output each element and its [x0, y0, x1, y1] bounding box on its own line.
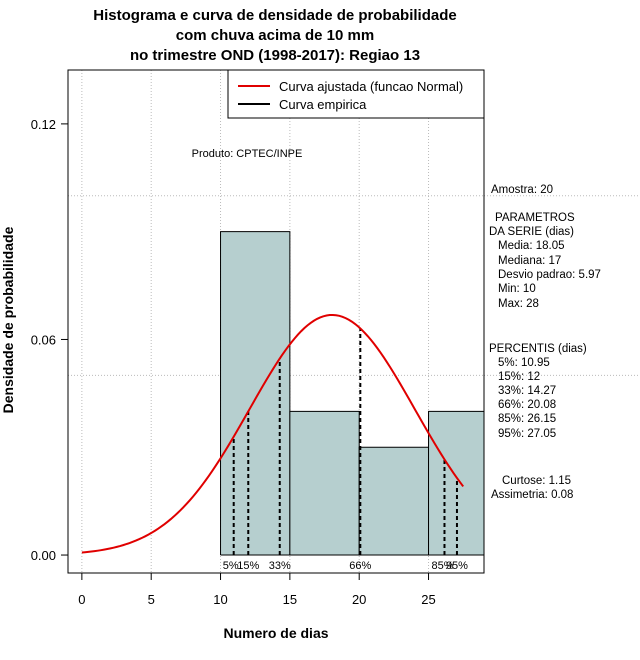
- axes: 0 5 10 15 20 25 0.00 0.06 0.12: [31, 69, 485, 607]
- percentile-66: 66%: 20.08: [498, 399, 556, 411]
- x-tick-label: 20: [352, 592, 366, 607]
- legend-label-empirical: Curva empirica: [279, 97, 367, 112]
- legend: Curva ajustada (funcao Normal) Curva emp…: [227, 69, 485, 119]
- histogram-bar: [289, 411, 360, 556]
- stat-sd: Desvio padrao: 5.97: [498, 269, 601, 281]
- percentile-label: 33%: [269, 560, 291, 572]
- kurtosis: Curtose: 1.15: [502, 475, 571, 487]
- percentile-lines: 5%15% 33% 66% 85%95%: [223, 328, 468, 572]
- stat-max: Max: 28: [498, 298, 539, 310]
- x-tick-label: 0: [78, 592, 85, 607]
- chart-title-line-2: com chuva acima de 10 mm: [176, 27, 374, 44]
- x-tick-label: 5: [148, 592, 155, 607]
- percentile-label: 95%: [446, 560, 468, 572]
- percentile-95: 95%: 27.05: [498, 428, 556, 440]
- parameters-title: PARAMETROS: [495, 212, 575, 224]
- stat-mean: Media: 18.05: [498, 240, 565, 252]
- histogram-bar: [220, 231, 290, 556]
- x-axis-title: Numero de dias: [223, 625, 328, 641]
- y-tick-label: 0.06: [31, 332, 56, 347]
- percentiles-title: PERCENTIS (dias): [489, 343, 587, 355]
- stats-panel: Amostra: 20 PARAMETROS DA SERIE (dias) M…: [489, 184, 601, 501]
- x-tick-label: 15: [283, 592, 297, 607]
- percentile-label: 15%: [237, 560, 259, 572]
- stat-median: Mediana: 17: [498, 255, 561, 267]
- skewness: Assimetria: 0.08: [491, 489, 573, 501]
- x-tick-label: 25: [421, 592, 435, 607]
- histogram-bars: [220, 231, 485, 556]
- normal-curve-path: [81, 313, 464, 554]
- y-tick-label: 0.12: [31, 117, 56, 132]
- series-title: DA SERIE (dias): [489, 226, 574, 238]
- percentile-label: 5%: [223, 560, 239, 572]
- chart-title-line-3: no trimestre OND (1998-2017): Regiao 13: [130, 47, 420, 64]
- histogram-bar: [359, 447, 429, 556]
- product-annotation: Produto: CPTEC/INPE: [192, 148, 303, 160]
- x-tick-label: 10: [213, 592, 227, 607]
- y-axis-title: Densidade de probabilidade: [0, 226, 16, 413]
- percentile-15: 15%: 12: [498, 371, 540, 383]
- legend-box: [227, 69, 485, 119]
- percentile-85: 85%: 26.15: [498, 413, 556, 425]
- normal-curve: [81, 313, 464, 554]
- chart-title-line-1: Histograma e curva de densidade de proba…: [93, 7, 456, 24]
- percentile-label: 66%: [349, 560, 371, 572]
- percentile-label: 85%: [431, 560, 453, 572]
- stat-min: Min: 10: [498, 283, 536, 295]
- sample-size: Amostra: 20: [491, 184, 553, 196]
- y-tick-label: 0.00: [31, 548, 56, 563]
- histogram-bar-outline: [220, 231, 291, 556]
- legend-label-normal: Curva ajustada (funcao Normal): [279, 79, 463, 94]
- percentile-33: 33%: 14.27: [498, 385, 556, 397]
- percentile-5: 5%: 10.95: [498, 357, 550, 369]
